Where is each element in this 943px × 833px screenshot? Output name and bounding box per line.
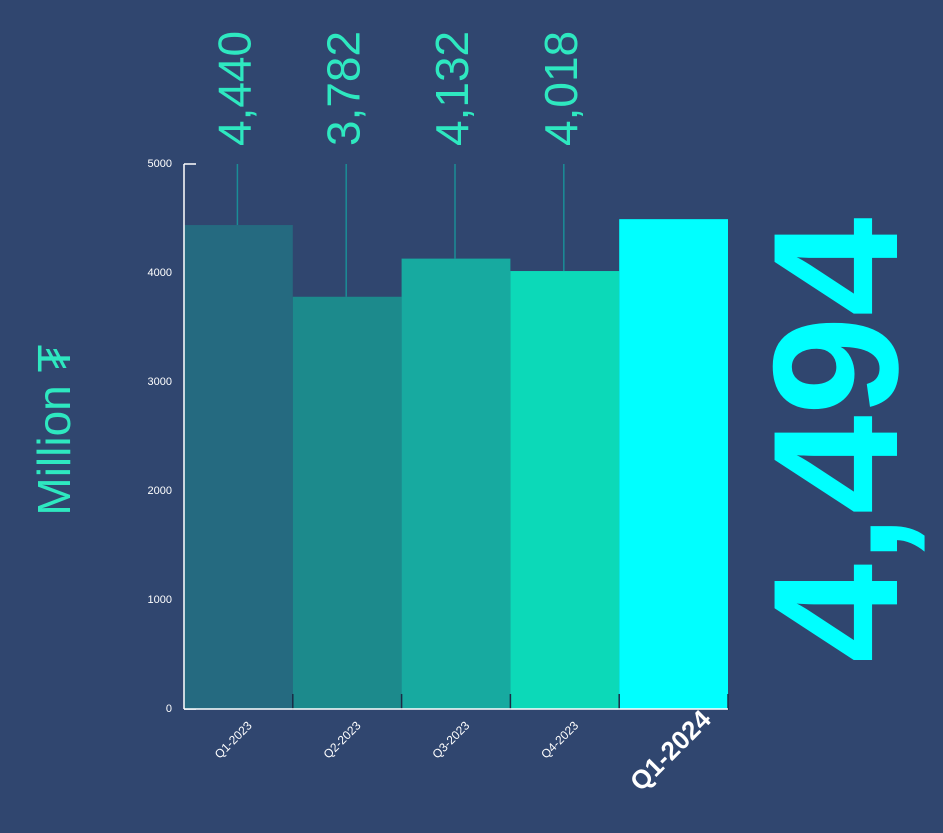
- bar: [619, 219, 728, 710]
- bar: [292, 296, 402, 709]
- y-tick-label: 5000: [148, 158, 172, 170]
- bar: [401, 258, 511, 709]
- value-label: 4,440: [209, 31, 261, 146]
- value-label: 4,132: [426, 31, 478, 146]
- value-label: 4,018: [535, 31, 587, 146]
- y-tick-label: 1000: [148, 594, 172, 606]
- y-tick-label: 3000: [148, 376, 172, 388]
- y-tick-label: 4000: [148, 267, 172, 279]
- y-tick-label: 2000: [148, 485, 172, 497]
- bar: [510, 271, 620, 709]
- value-label: 3,782: [317, 31, 369, 146]
- y-tick-label: 0: [166, 703, 172, 715]
- highlight-value-label: 4,494: [736, 217, 935, 662]
- bar: [184, 225, 293, 710]
- y-axis-label: Million ₮: [28, 344, 80, 515]
